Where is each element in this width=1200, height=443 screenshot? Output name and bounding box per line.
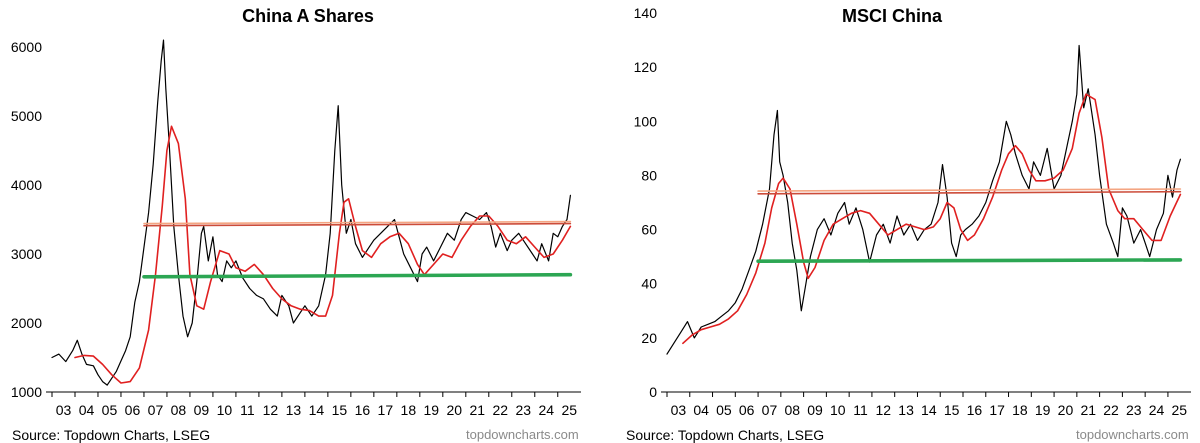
watermark: topdowncharts.com bbox=[466, 427, 579, 442]
series-line-1 bbox=[74, 125, 572, 384]
x-tick-label: 18 bbox=[1012, 402, 1028, 418]
chart-panel-msci-china: MSCI China 03 04 05 06 07 08 09 10 11 12 13 14 15 16 1… bbox=[600, 0, 1200, 443]
x-tick-label: 17 bbox=[989, 402, 1005, 418]
y-tick-label: 60 bbox=[641, 222, 657, 238]
x-tick-label: 21 bbox=[470, 402, 486, 418]
watermark: topdowncharts.com bbox=[1076, 427, 1189, 442]
x-tick-label: 13 bbox=[898, 402, 914, 418]
x-tick-label: 10 bbox=[830, 402, 846, 418]
x-tick-label: 14 bbox=[309, 402, 325, 418]
x-tick-label: 23 bbox=[1126, 402, 1142, 418]
x-tick-label: 05 bbox=[102, 402, 118, 418]
series-line-0 bbox=[666, 44, 1182, 355]
x-tick-label: 18 bbox=[401, 402, 417, 418]
x-tick-label: 11 bbox=[853, 402, 868, 418]
x-tick-label: 20 bbox=[447, 402, 463, 418]
x-tick-label: 15 bbox=[944, 402, 960, 418]
x-tick-label: 22 bbox=[492, 402, 508, 418]
x-tick-label: 24 bbox=[1149, 402, 1165, 418]
y-tick-label: 120 bbox=[634, 59, 658, 75]
x-tick-label: 14 bbox=[921, 402, 937, 418]
series-line-4 bbox=[142, 272, 573, 279]
x-tick-label: 16 bbox=[967, 402, 983, 418]
x-tick-label: 08 bbox=[784, 402, 800, 418]
x-tick-label: 21 bbox=[1080, 402, 1096, 418]
series-line-2 bbox=[757, 188, 1182, 192]
x-tick-label: 15 bbox=[332, 402, 348, 418]
x-tick-label: 11 bbox=[240, 402, 255, 418]
series-line-1 bbox=[682, 93, 1182, 345]
x-tick-label: 17 bbox=[378, 402, 394, 418]
source-note: Source: Topdown Charts, LSEG bbox=[626, 427, 825, 443]
y-tick-label: 40 bbox=[641, 276, 657, 292]
x-tick-label: 25 bbox=[561, 402, 577, 418]
chart-panel-china-a-shares: China A Shares 03 04 05 06 07 08 09 10 11 12 13 14 1… bbox=[11, 6, 581, 443]
y-tick-label: 4000 bbox=[11, 177, 42, 193]
y-tick-label: 1000 bbox=[11, 384, 42, 400]
chart-plot: 03 04 05 06 07 08 09 10 11 12 13 14 15 16 17 18 19 20 21 22… bbox=[11, 39, 581, 418]
x-tick-label: 24 bbox=[538, 402, 554, 418]
x-tick-label: 04 bbox=[693, 402, 709, 418]
x-tick-label: 19 bbox=[424, 402, 440, 418]
x-tick-label: 25 bbox=[1172, 402, 1188, 418]
y-tick-label: 100 bbox=[634, 113, 658, 129]
series-line-2 bbox=[143, 220, 572, 225]
x-tick-label: 07 bbox=[762, 402, 778, 418]
x-tick-label: 08 bbox=[171, 402, 187, 418]
series-line-3 bbox=[143, 222, 572, 227]
chart-title: China A Shares bbox=[242, 6, 374, 26]
x-tick-label: 23 bbox=[515, 402, 531, 418]
series-line-0 bbox=[51, 39, 572, 386]
x-tick-label: 03 bbox=[56, 402, 72, 418]
series-line-4 bbox=[756, 258, 1183, 264]
y-tick-label: 140 bbox=[634, 5, 658, 21]
x-tick-label: 19 bbox=[1035, 402, 1051, 418]
x-tick-label: 22 bbox=[1103, 402, 1119, 418]
y-tick-label: 6000 bbox=[11, 39, 42, 55]
y-tick-label: 3000 bbox=[11, 246, 42, 262]
x-tick-label: 03 bbox=[671, 402, 687, 418]
y-tick-label: 0 bbox=[649, 384, 657, 400]
x-tick-label: 06 bbox=[125, 402, 141, 418]
series-line-3 bbox=[757, 190, 1182, 195]
x-tick-label: 09 bbox=[807, 402, 823, 418]
x-tick-label: 10 bbox=[217, 402, 233, 418]
x-tick-label: 06 bbox=[739, 402, 755, 418]
chart-title: MSCI China bbox=[841, 6, 942, 26]
x-tick-label: 04 bbox=[79, 402, 95, 418]
x-tick-label: 12 bbox=[263, 402, 279, 418]
x-tick-label: 13 bbox=[286, 402, 302, 418]
x-tick-label: 07 bbox=[148, 402, 164, 418]
source-note: Source: Topdown Charts, LSEG bbox=[12, 427, 211, 443]
x-tick-label: 09 bbox=[194, 402, 210, 418]
y-tick-label: 20 bbox=[641, 330, 657, 346]
y-tick-label: 80 bbox=[641, 167, 657, 183]
x-tick-label: 20 bbox=[1058, 402, 1074, 418]
x-tick-label: 12 bbox=[876, 402, 892, 418]
x-tick-label: 16 bbox=[355, 402, 371, 418]
y-tick-label: 5000 bbox=[11, 108, 42, 124]
chart-plot: 03 04 05 06 07 08 09 10 11 12 13 14 15 16 17 18 19 20 21 22… bbox=[634, 5, 1191, 418]
x-tick-label: 05 bbox=[716, 402, 732, 418]
y-tick-label: 2000 bbox=[11, 315, 42, 331]
